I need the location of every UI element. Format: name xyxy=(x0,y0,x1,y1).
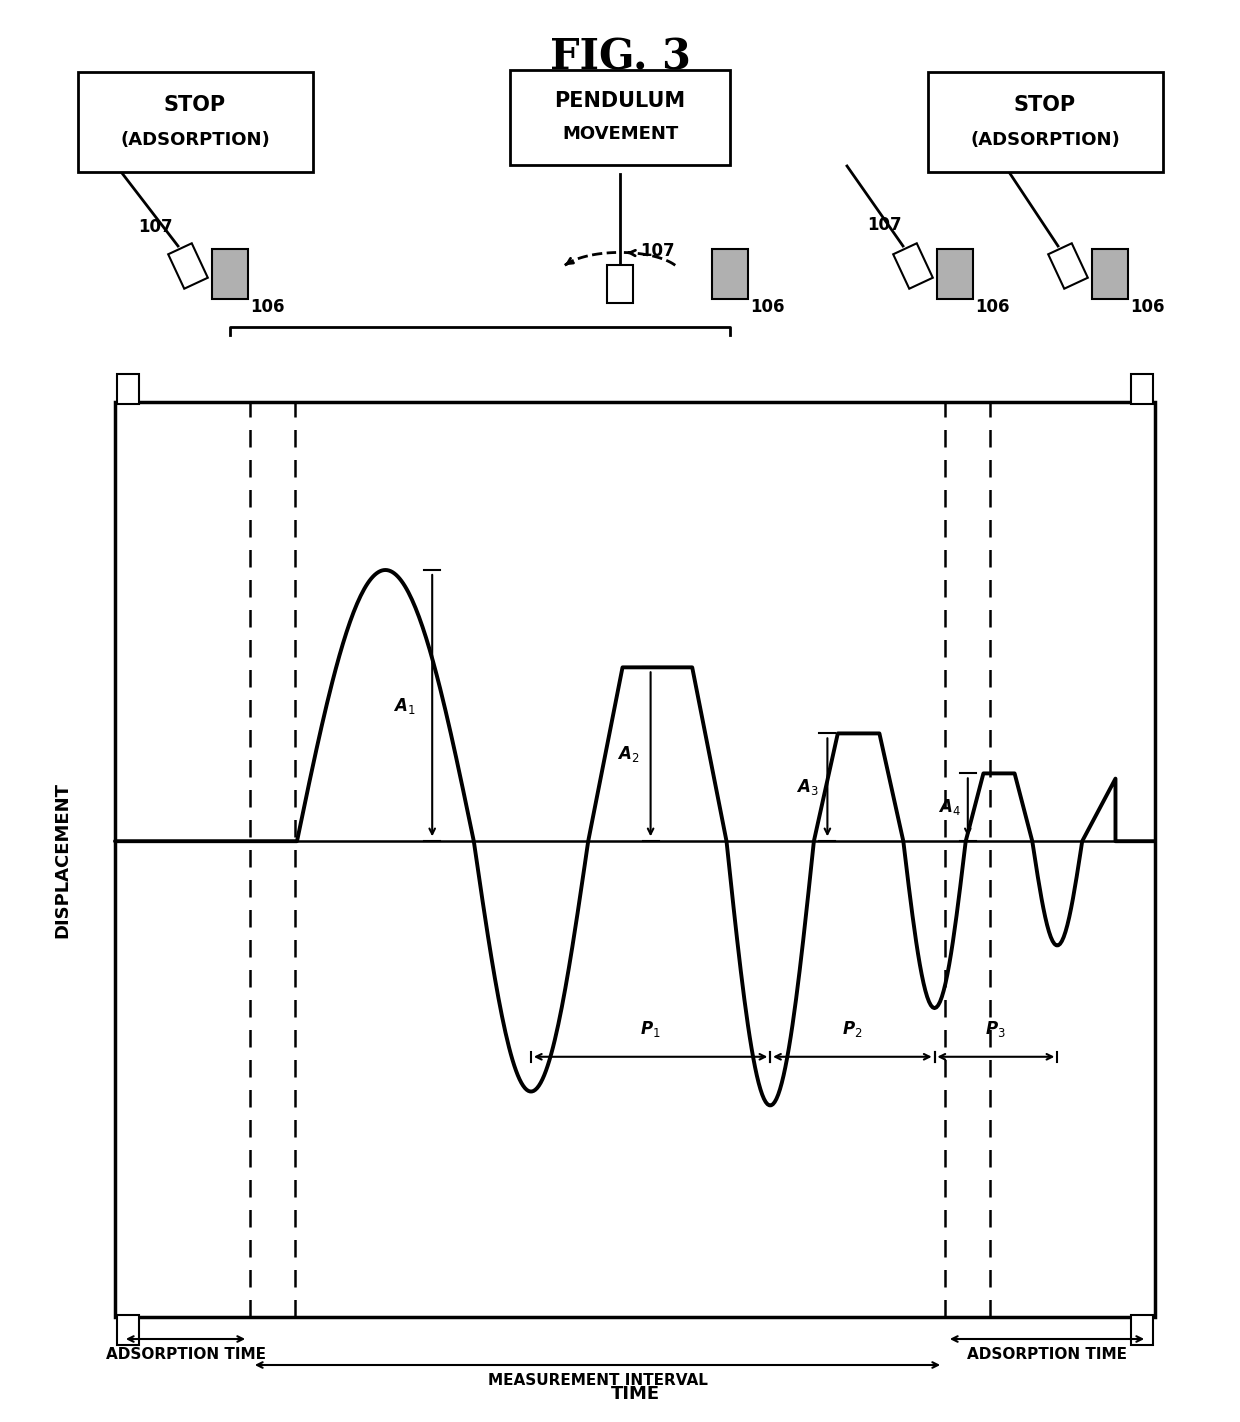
Text: P$_3$: P$_3$ xyxy=(986,1018,1007,1039)
FancyBboxPatch shape xyxy=(1131,374,1153,404)
FancyBboxPatch shape xyxy=(1048,243,1087,289)
Text: DISPLACEMENT: DISPLACEMENT xyxy=(53,782,71,937)
Text: (ADSORPTION): (ADSORPTION) xyxy=(120,131,270,149)
FancyBboxPatch shape xyxy=(117,374,139,404)
FancyBboxPatch shape xyxy=(115,402,1154,1317)
Text: 107: 107 xyxy=(138,218,172,236)
Text: 106: 106 xyxy=(1130,299,1164,316)
Text: FIG. 3: FIG. 3 xyxy=(549,37,691,80)
Text: TIME: TIME xyxy=(610,1385,660,1404)
FancyBboxPatch shape xyxy=(712,249,748,299)
Text: STOP: STOP xyxy=(164,95,226,115)
FancyBboxPatch shape xyxy=(608,264,632,303)
Text: ADSORPTION TIME: ADSORPTION TIME xyxy=(105,1347,265,1362)
FancyBboxPatch shape xyxy=(928,73,1163,172)
FancyBboxPatch shape xyxy=(212,249,248,299)
FancyBboxPatch shape xyxy=(1131,1315,1153,1345)
FancyBboxPatch shape xyxy=(169,243,208,289)
Text: P$_1$: P$_1$ xyxy=(640,1018,661,1039)
Text: P$_2$: P$_2$ xyxy=(842,1018,863,1039)
Text: STOP: STOP xyxy=(1014,95,1076,115)
FancyBboxPatch shape xyxy=(117,1315,139,1345)
FancyBboxPatch shape xyxy=(77,73,312,172)
Text: ADSORPTION TIME: ADSORPTION TIME xyxy=(967,1347,1127,1362)
Text: 107: 107 xyxy=(640,242,675,260)
Text: MOVEMENT: MOVEMENT xyxy=(562,125,678,144)
Text: 106: 106 xyxy=(750,299,785,316)
FancyBboxPatch shape xyxy=(1092,249,1128,299)
Text: PENDULUM: PENDULUM xyxy=(554,91,686,111)
Text: A$_1$: A$_1$ xyxy=(393,695,415,715)
FancyBboxPatch shape xyxy=(937,249,973,299)
Text: (ADSORPTION): (ADSORPTION) xyxy=(970,131,1120,149)
Text: 106: 106 xyxy=(250,299,284,316)
Text: MEASUREMENT INTERVAL: MEASUREMENT INTERVAL xyxy=(487,1374,708,1388)
Text: A$_2$: A$_2$ xyxy=(618,744,640,764)
FancyBboxPatch shape xyxy=(893,243,932,289)
Text: A$_3$: A$_3$ xyxy=(796,778,818,798)
FancyBboxPatch shape xyxy=(510,70,730,165)
Text: A$_4$: A$_4$ xyxy=(939,798,961,818)
Text: 107: 107 xyxy=(867,216,901,235)
Text: 106: 106 xyxy=(975,299,1009,316)
